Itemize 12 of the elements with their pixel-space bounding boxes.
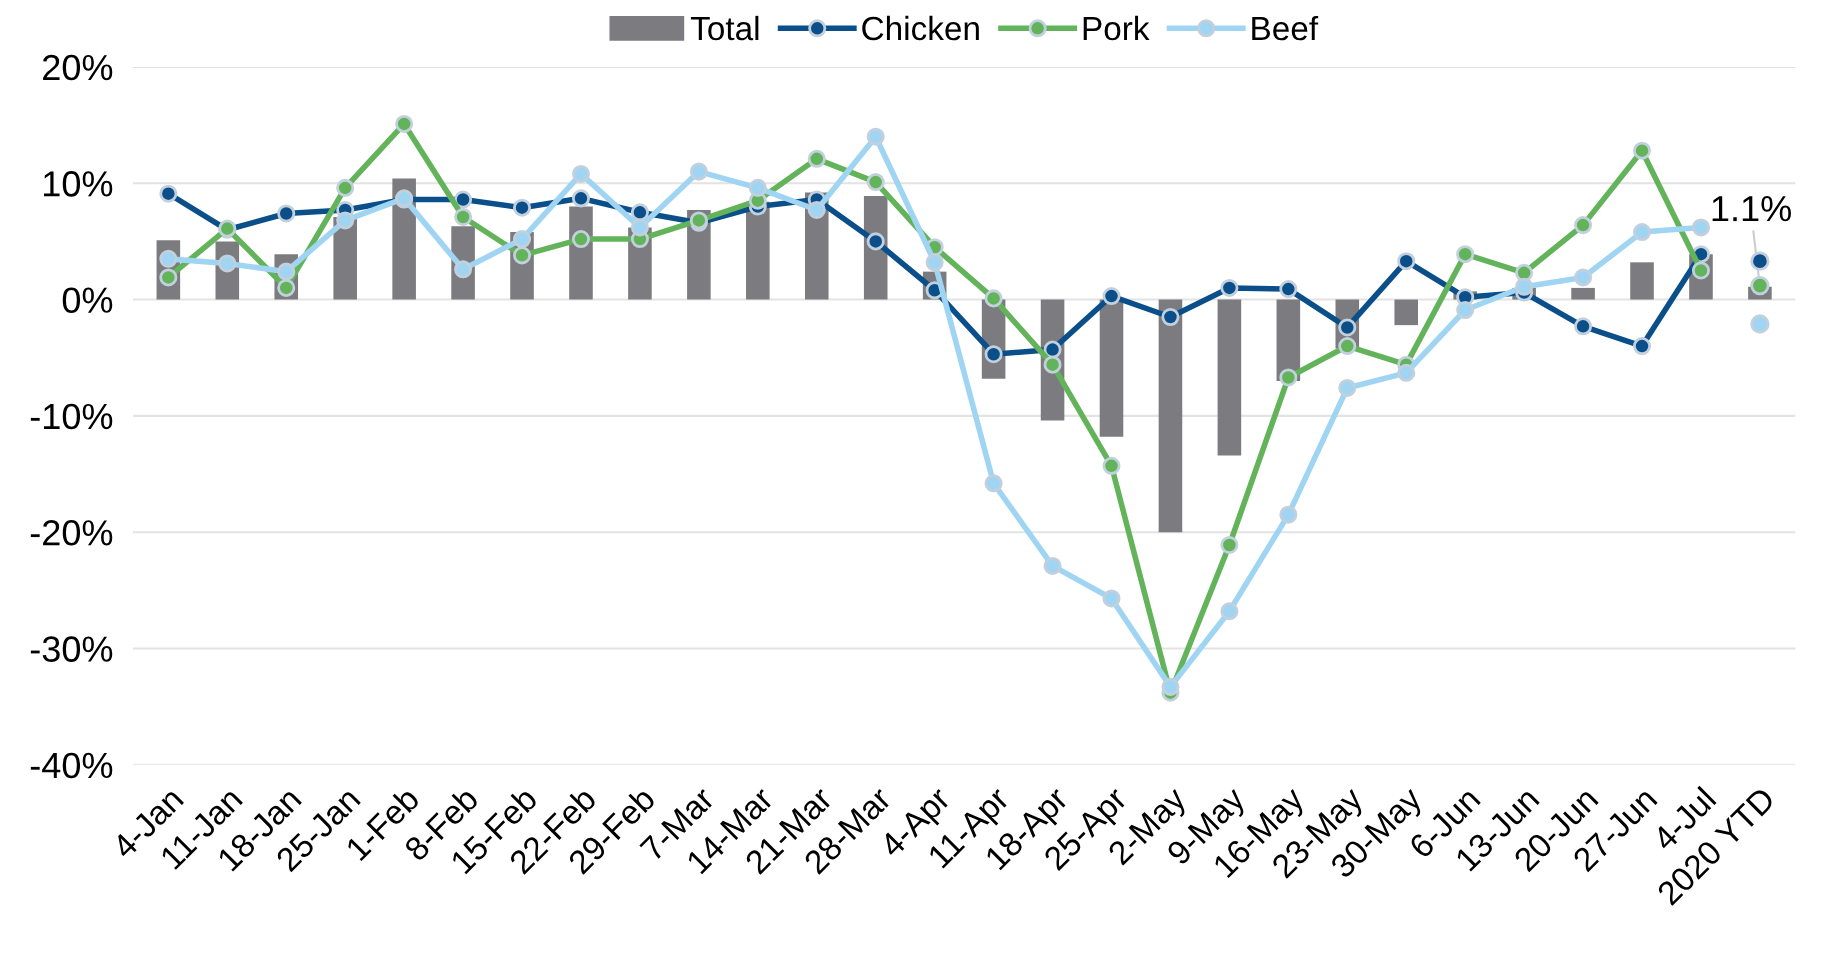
y-tick-label: 20% — [43, 54, 113, 81]
y-tick-label: -20% — [30, 520, 113, 546]
y-tick-label: -40% — [30, 752, 113, 779]
annotation: 1.1% — [1712, 196, 1791, 222]
legend-label: Pork — [1083, 15, 1150, 41]
legend-label: Total — [690, 15, 759, 41]
y-tick-label: 10% — [44, 171, 113, 197]
y-tick-label: -10% — [30, 403, 113, 430]
y-tick-label: 0% — [62, 287, 113, 313]
legend-label: Beef — [1252, 15, 1319, 41]
legend-label: Chicken — [862, 15, 979, 41]
y-tick-label: -30% — [30, 636, 113, 662]
